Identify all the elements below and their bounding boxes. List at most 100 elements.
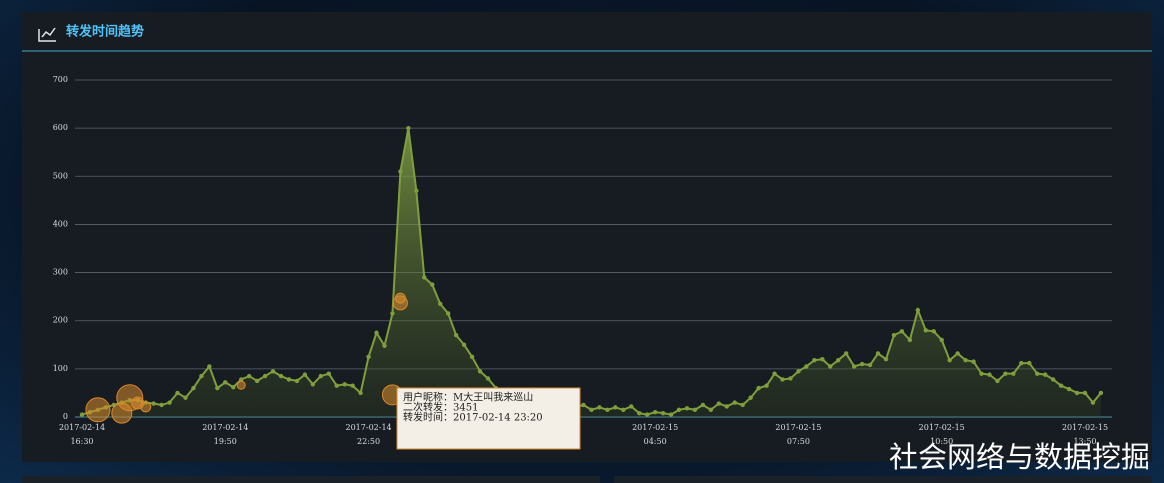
point (955, 351, 960, 356)
point (422, 275, 427, 280)
point (461, 342, 467, 347)
point (796, 369, 801, 374)
point (1042, 372, 1048, 377)
bubble (394, 292, 406, 304)
x-tick-label: 2017-02-15 10:50 (919, 423, 965, 446)
point (979, 371, 984, 376)
point (246, 373, 252, 379)
point (581, 402, 586, 408)
tooltip: 用户昵称：M大王叫我来巡山 二次转发：3451 转发时间：2017-02-14 … (396, 387, 581, 450)
point (613, 405, 618, 410)
point (167, 400, 172, 405)
point (708, 407, 714, 412)
point (1098, 390, 1104, 396)
x-tick-label: 2017-02-14 16:30 (59, 423, 105, 446)
point (915, 307, 921, 313)
point (326, 371, 331, 376)
point (867, 362, 873, 368)
point (668, 412, 674, 417)
point (1066, 386, 1072, 392)
point (374, 330, 379, 335)
point (780, 377, 785, 382)
point (398, 169, 403, 174)
point (891, 332, 897, 338)
point (430, 282, 435, 287)
point (605, 407, 610, 412)
point (231, 384, 236, 390)
point (987, 372, 992, 377)
tooltip-line: 二次转发：3451 (403, 401, 478, 414)
tooltip-box (396, 387, 581, 450)
point (764, 383, 769, 388)
point (1011, 371, 1016, 376)
point (995, 378, 1000, 384)
point (939, 337, 944, 343)
point (724, 404, 729, 409)
point (382, 343, 387, 348)
y-tick-label: 400 (53, 219, 68, 228)
point (597, 405, 602, 410)
point (748, 395, 753, 400)
panel-bottom (614, 476, 1152, 483)
point (843, 351, 849, 356)
point (923, 328, 928, 333)
point (772, 371, 777, 376)
x-tick-label: 2017-02-15 04:50 (632, 423, 678, 446)
point (406, 125, 411, 131)
point (302, 372, 308, 377)
point (223, 380, 228, 385)
y-tick-label: 200 (53, 316, 68, 325)
point (175, 390, 180, 396)
point (1074, 390, 1080, 396)
point (1019, 360, 1024, 366)
watermark: 社会网络与数据挖掘 (889, 440, 1150, 474)
y-tick-label: 0 (63, 412, 68, 421)
point (445, 311, 451, 316)
y-tick-label: 500 (53, 171, 68, 180)
point (684, 406, 690, 411)
point (804, 364, 809, 369)
point (756, 385, 761, 391)
point (366, 354, 371, 360)
point (239, 377, 244, 382)
title-icon (38, 27, 56, 42)
point (963, 357, 968, 363)
point (318, 373, 324, 379)
point (1027, 360, 1032, 366)
point (286, 377, 292, 382)
point (1090, 400, 1096, 405)
point (836, 357, 841, 363)
panel-bottom (22, 476, 600, 483)
point (629, 404, 634, 409)
point (820, 357, 825, 362)
point (621, 407, 626, 412)
point (414, 188, 419, 193)
bubble (85, 397, 111, 423)
point (907, 337, 913, 343)
x-tick-label: 2017-02-14 22:50 (346, 423, 392, 446)
tooltip-line: 用户昵称：M大王叫我来巡山 (403, 391, 533, 404)
point (191, 385, 196, 391)
point (207, 364, 212, 369)
point (438, 301, 443, 307)
point (660, 410, 666, 416)
point (812, 357, 817, 363)
point (676, 407, 682, 412)
point (270, 369, 276, 374)
point (477, 369, 483, 374)
point (151, 401, 156, 406)
y-tick-label: 300 (53, 268, 68, 277)
chart-title: 转发时间趋势 (66, 24, 144, 40)
point (589, 407, 594, 412)
point (692, 407, 698, 412)
point (637, 410, 642, 416)
point (828, 364, 833, 369)
point (1082, 390, 1088, 396)
bubble (236, 380, 246, 390)
x-tick-label: 2017-02-14 19:50 (202, 423, 248, 446)
point (740, 402, 745, 408)
point (716, 401, 722, 406)
y-tick-label: 100 (53, 364, 68, 373)
point (931, 329, 936, 334)
